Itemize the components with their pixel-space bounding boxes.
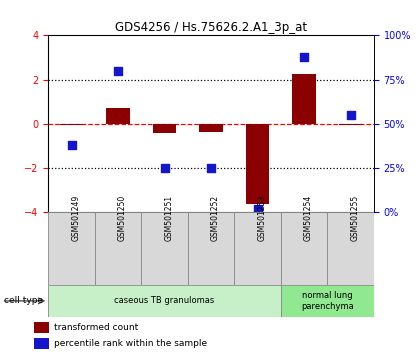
Bar [48,212,95,285]
Bar [200,124,223,132]
Title: GDS4256 / Hs.75626.2.A1_3p_at: GDS4256 / Hs.75626.2.A1_3p_at [115,21,307,34]
Bar [153,124,176,133]
Text: cell type: cell type [4,296,43,306]
Text: caseous TB granulomas: caseous TB granulomas [114,296,215,306]
Bar [246,124,269,204]
Bar [60,124,83,125]
Text: GSM501250: GSM501250 [118,195,127,241]
Bar [48,285,281,317]
Text: GSM501255: GSM501255 [351,195,360,241]
Point [115,68,121,74]
Point [208,165,215,171]
Bar [281,212,327,285]
Bar [281,285,374,317]
Point [161,165,168,171]
Bar [106,108,130,124]
Bar [141,212,188,285]
Text: GSM501252: GSM501252 [211,195,220,241]
Point [68,142,75,148]
Text: percentile rank within the sample: percentile rank within the sample [55,339,207,348]
Text: GSM501253: GSM501253 [257,195,267,241]
Bar [34,338,49,349]
Bar [234,212,281,285]
Text: normal lung
parenchyma: normal lung parenchyma [301,291,354,310]
Bar [188,212,234,285]
Text: GSM501251: GSM501251 [165,195,173,241]
Bar [34,322,49,333]
Point [254,206,261,212]
Bar [339,124,362,125]
Bar [292,74,316,124]
Text: GSM501254: GSM501254 [304,195,313,241]
Point [347,112,354,118]
Bar [327,212,374,285]
Text: GSM501249: GSM501249 [71,195,81,241]
Text: transformed count: transformed count [55,323,139,332]
Point [301,54,307,59]
Bar [95,212,141,285]
